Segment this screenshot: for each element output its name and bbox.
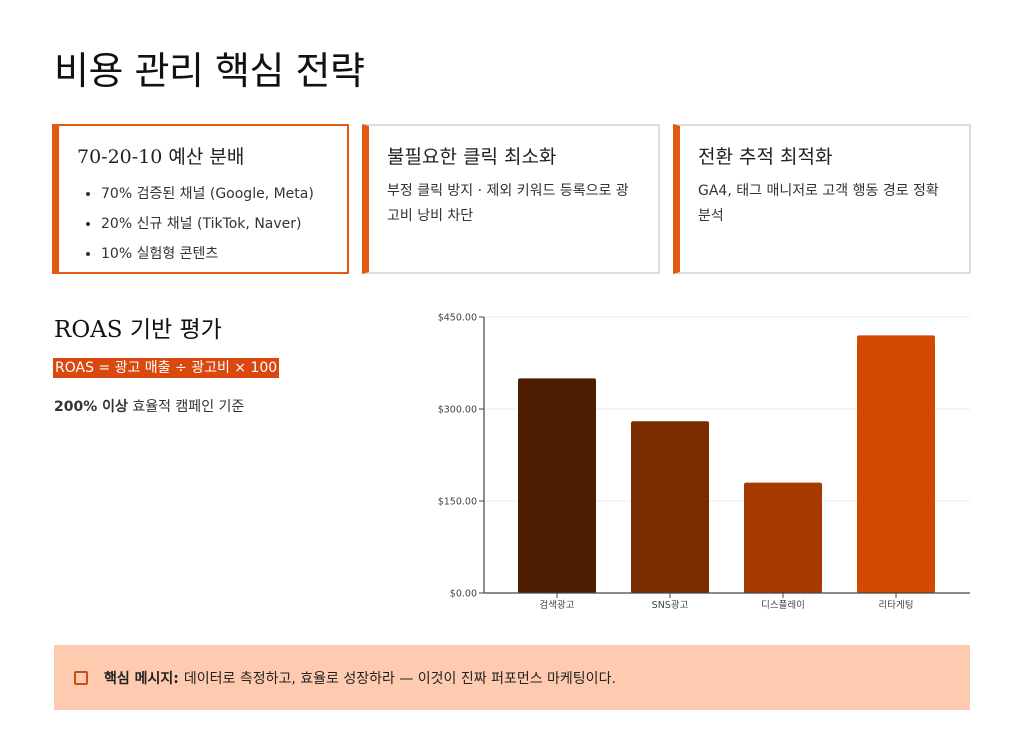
- y-tick-label: $150.00: [438, 497, 477, 508]
- bar-디스플레이: [744, 482, 822, 593]
- card-budget-split: 70-20-10 예산 분배 70% 검증된 채널 (Google, Meta)…: [52, 124, 349, 274]
- y-tick-label: $450.00: [438, 313, 477, 324]
- budget-list: 70% 검증된 채널 (Google, Meta) 20% 신규 채널 (Tik…: [77, 179, 329, 269]
- x-tick-label: 검색광고: [540, 599, 575, 611]
- card-text: GA4, 태그 매니저로 고객 행동 경로 정확 분석: [698, 183, 939, 224]
- list-item: 70% 검증된 채널 (Google, Meta): [101, 179, 329, 209]
- x-tick-label: SNS광고: [652, 599, 689, 611]
- card-title: 전환 추적 최적화: [698, 146, 833, 168]
- x-tick-label: 디스플레이: [761, 600, 805, 611]
- bar-리타게팅: [857, 335, 935, 593]
- roas-criterion: 200% 이상 효율적 캠페인 기준: [54, 396, 244, 416]
- callout-label: 핵심 메시지:: [104, 670, 179, 687]
- y-tick-label: $0.00: [450, 589, 477, 600]
- card-title: 불필요한 클릭 최소화: [387, 146, 557, 168]
- card-click-minimize: 불필요한 클릭 최소화 부정 클릭 방지 · 제외 키워드 등록으로 광고비 낭…: [362, 124, 660, 274]
- card-title: 70-20-10 예산 분배: [77, 146, 245, 168]
- page-title: 비용 관리 핵심 전략: [54, 49, 365, 93]
- key-message-callout: 핵심 메시지: 데이터로 측정하고, 효율로 성장하라 — 이것이 진짜 퍼포먼…: [54, 645, 970, 710]
- roas-formula: ROAS = 광고 매출 ÷ 광고비 × 100: [53, 358, 280, 378]
- bar-SNS광고: [631, 421, 709, 593]
- criterion-text: 효율적 캠페인 기준: [127, 399, 245, 415]
- y-tick-label: $300.00: [438, 405, 477, 416]
- x-tick-label: 리타게팅: [879, 600, 914, 611]
- callout-text: 데이터로 측정하고, 효율로 성장하라 — 이것이 진짜 퍼포먼스 마케팅이다.: [183, 670, 616, 687]
- list-item: 20% 신규 채널 (TikTok, Naver): [101, 209, 329, 239]
- card-text: 부정 클릭 방지 · 제외 키워드 등록으로 광고비 낭비 차단: [387, 183, 629, 224]
- list-item: 10% 실험형 콘텐츠: [101, 239, 329, 269]
- roas-heading: ROAS 기반 평가: [54, 317, 222, 343]
- note-icon: [74, 670, 88, 685]
- bar-검색광고: [518, 378, 596, 593]
- card-conversion-tracking: 전환 추적 최적화 GA4, 태그 매니저로 고객 행동 경로 정확 분석: [673, 124, 971, 274]
- criterion-bold: 200% 이상: [54, 399, 128, 415]
